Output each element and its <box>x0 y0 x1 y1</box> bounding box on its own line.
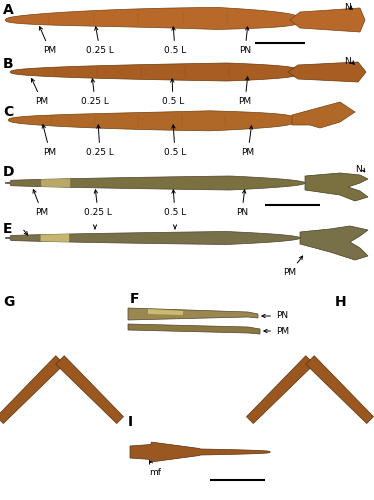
Text: I: I <box>128 415 133 429</box>
Polygon shape <box>5 176 305 190</box>
Text: PM: PM <box>42 124 56 157</box>
Polygon shape <box>130 442 270 462</box>
Polygon shape <box>306 356 374 424</box>
Text: PM: PM <box>39 26 56 55</box>
Text: PM: PM <box>239 77 252 106</box>
Text: PM: PM <box>33 190 49 217</box>
Text: PN: PN <box>262 312 288 320</box>
Text: 0.25 L: 0.25 L <box>86 125 114 157</box>
Polygon shape <box>56 356 123 424</box>
Polygon shape <box>10 63 300 81</box>
Text: F: F <box>130 292 140 306</box>
Polygon shape <box>5 232 300 244</box>
Polygon shape <box>148 309 183 315</box>
Text: G: G <box>3 295 14 309</box>
Polygon shape <box>128 324 260 334</box>
Polygon shape <box>8 111 296 131</box>
Polygon shape <box>40 234 69 242</box>
Text: 0.25 L: 0.25 L <box>81 79 109 106</box>
Text: PN: PN <box>236 190 248 217</box>
Text: D: D <box>3 165 15 179</box>
Text: 0.5 L: 0.5 L <box>164 27 186 55</box>
Text: 0.5 L: 0.5 L <box>164 190 186 217</box>
Text: H: H <box>335 295 347 309</box>
Polygon shape <box>290 8 365 32</box>
Text: E: E <box>3 222 12 236</box>
Polygon shape <box>5 8 300 30</box>
Text: C: C <box>3 105 13 119</box>
Polygon shape <box>300 226 368 260</box>
Text: N: N <box>344 57 352 66</box>
Polygon shape <box>128 308 258 320</box>
Polygon shape <box>288 62 366 82</box>
Polygon shape <box>305 173 368 201</box>
Text: 0.5 L: 0.5 L <box>164 125 186 157</box>
Text: B: B <box>3 57 13 71</box>
Text: PM: PM <box>242 126 255 157</box>
Text: N: N <box>344 3 352 12</box>
Text: 0.25 L: 0.25 L <box>84 190 112 217</box>
Text: N: N <box>356 165 362 174</box>
Text: A: A <box>3 3 14 17</box>
Text: PM: PM <box>31 78 49 106</box>
Text: mf: mf <box>149 460 161 477</box>
Text: PM: PM <box>264 326 289 336</box>
Polygon shape <box>246 356 314 424</box>
Polygon shape <box>41 178 70 188</box>
Polygon shape <box>0 356 64 424</box>
Text: PM: PM <box>283 256 303 277</box>
Text: 0.5 L: 0.5 L <box>162 79 184 106</box>
Text: PN: PN <box>239 27 251 55</box>
Text: 0.25 L: 0.25 L <box>86 27 114 55</box>
Polygon shape <box>292 102 355 128</box>
